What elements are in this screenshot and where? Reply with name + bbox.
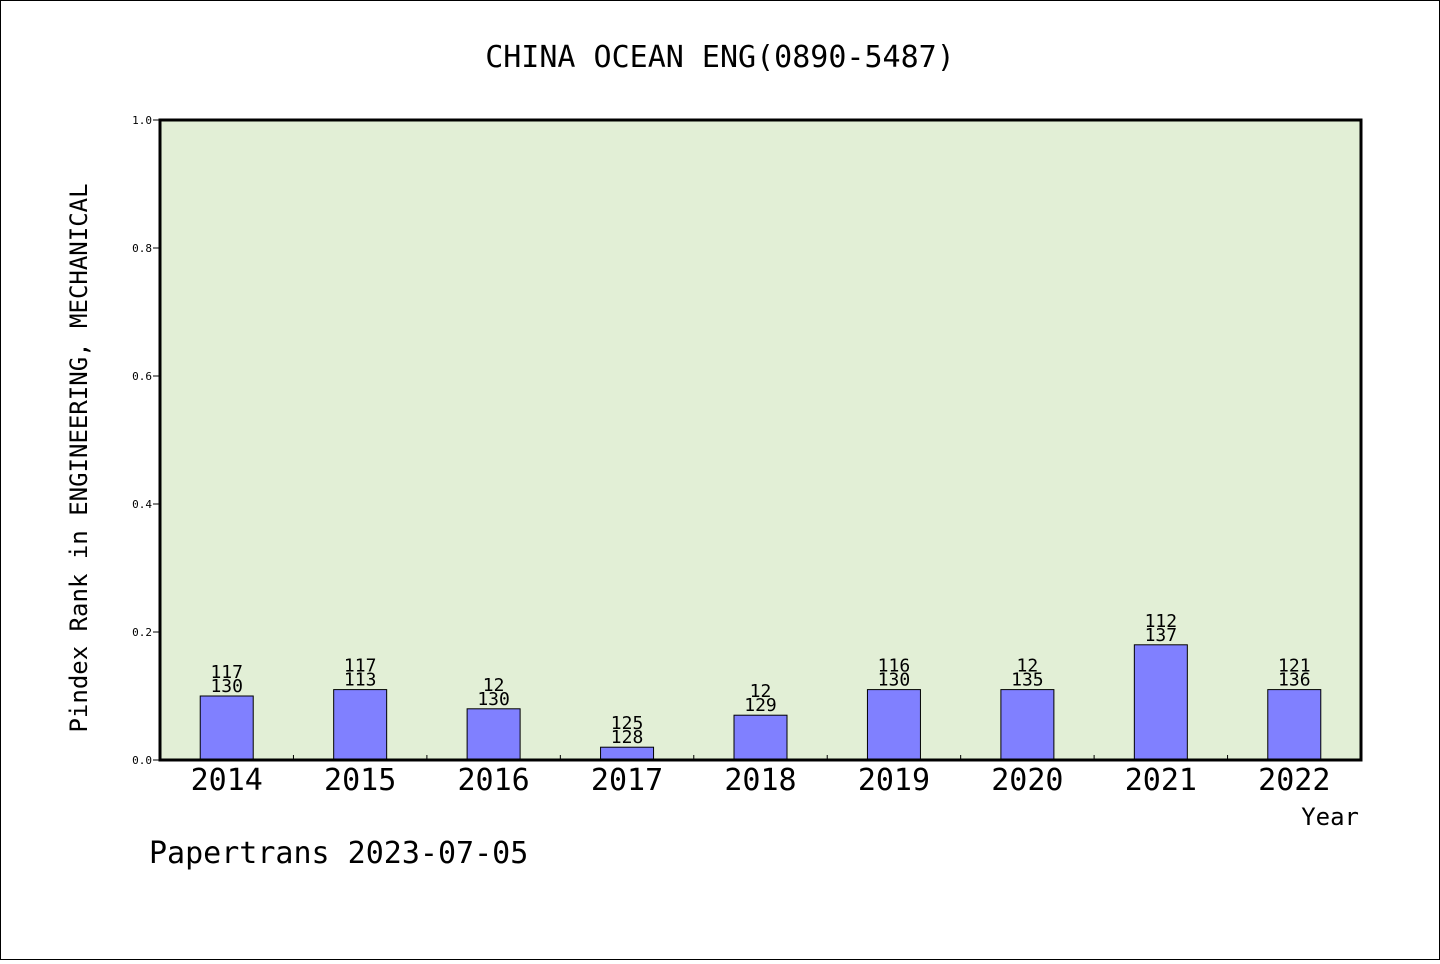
chart-title: CHINA OCEAN ENG(0890-5487) [485,40,955,75]
x-axis-ticks: 2014 2015 2016 2017 2018 2019 2020 2021 2022 [191,755,1330,798]
bar [333,689,388,761]
x-tick-label: 2019 [858,763,930,798]
bar-label-bottom: 130 [878,670,911,691]
bar-label-bottom: 130 [210,676,243,697]
y-tick-label: 0.8 [132,242,152,255]
x-axis-label: Year [1301,803,1359,831]
bar-label-top: 117 [210,662,243,683]
y-axis-ticks: 0.0 0.2 0.4 0.6 0.8 1.0 [132,114,160,767]
bar-label-top: 12 [483,675,505,696]
x-tick-label: 2020 [991,763,1063,798]
bar [866,689,921,761]
y-tick-label: 0.0 [132,754,152,767]
bar-label-top: 117 [344,656,377,677]
y-tick-label: 0.6 [132,370,152,383]
bar [1133,644,1188,761]
x-tick-label: 2017 [591,763,663,798]
bar-label-top: 12 [1017,656,1039,677]
x-tick-label: 2021 [1125,763,1197,798]
plot-border [158,118,1363,762]
bar-label-bottom: 128 [611,727,644,748]
bar [1267,689,1322,761]
x-tick-label: 2018 [724,763,796,798]
footer-text: Papertrans 2023-07-05 [149,836,528,871]
x-tick-label: 2022 [1258,763,1330,798]
y-tick-label: 1.0 [132,114,152,127]
bar-label-top: 116 [878,656,911,677]
x-tick-label: 2014 [191,763,263,798]
bar-label-bottom: 129 [744,695,777,716]
bar [733,714,788,761]
bar [1000,689,1055,761]
bar [466,708,521,761]
x-tick-label: 2016 [457,763,529,798]
bar-label-top: 121 [1278,656,1311,677]
bar [199,695,254,761]
bar-label-top: 125 [611,713,644,734]
y-axis-label: Pindex Rank in ENGINEERING, MECHANICAL [65,183,93,732]
bar-label-top: 12 [750,681,772,702]
bar-label-bottom: 113 [344,670,377,691]
bar-label-bottom: 137 [1145,625,1178,646]
bar [600,746,655,761]
bar-label-bottom: 135 [1011,670,1044,691]
bar-label-bottom: 130 [477,689,510,710]
y-tick-label: 0.4 [132,498,152,511]
y-tick-label: 0.2 [132,626,152,639]
bar-label-top: 112 [1145,611,1178,632]
bar-label-bottom: 136 [1278,670,1311,691]
x-tick-label: 2015 [324,763,396,798]
